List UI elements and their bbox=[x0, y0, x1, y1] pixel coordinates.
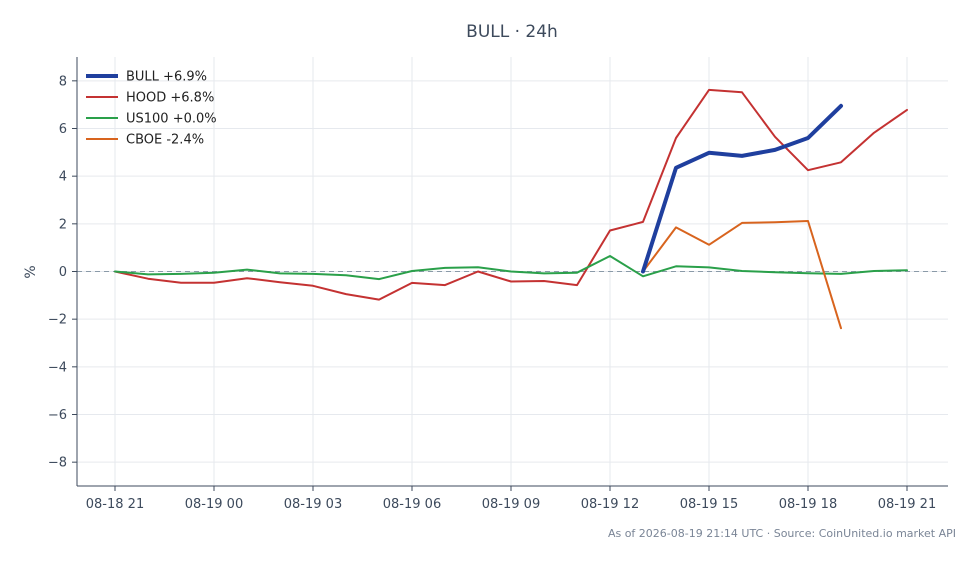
series-layer bbox=[114, 88, 908, 330]
y-tick-label: 4 bbox=[59, 170, 67, 185]
y-tick-layer: −8 −6 −4 −2 0 2 4 6 8 bbox=[48, 74, 77, 471]
y-tick-label: −4 bbox=[48, 360, 67, 375]
legend-label: BULL +6.9% bbox=[126, 70, 207, 85]
x-tick-label: 08-19 18 bbox=[779, 497, 837, 512]
x-tick-label: 08-18 21 bbox=[86, 497, 144, 512]
x-tick-label: 08-19 15 bbox=[680, 497, 738, 512]
x-tick-label: 08-19 12 bbox=[581, 497, 639, 512]
y-tick-label: −8 bbox=[48, 456, 67, 471]
x-tick-label: 08-19 00 bbox=[185, 497, 243, 512]
y-tick-label: 2 bbox=[59, 217, 67, 232]
chart-title: BULL · 24h bbox=[466, 22, 558, 42]
y-tick-label: 6 bbox=[59, 122, 67, 137]
legend-label: US100 +0.0% bbox=[126, 112, 217, 127]
x-tick-label: 08-19 09 bbox=[482, 497, 540, 512]
x-tick-label: 08-19 06 bbox=[383, 497, 441, 512]
legend: BULL +6.9% HOOD +6.8% US100 +0.0% CBOE -2.4… bbox=[86, 70, 217, 148]
y-tick-label: 8 bbox=[59, 74, 67, 89]
series-line-0 bbox=[641, 103, 843, 274]
y-tick-label: 0 bbox=[59, 265, 67, 280]
series-line-1 bbox=[114, 88, 908, 301]
y-tick-label: −2 bbox=[48, 313, 67, 328]
y-tick-label: −6 bbox=[48, 408, 67, 423]
legend-label: CBOE -2.4% bbox=[126, 133, 204, 148]
x-tick-label: 08-19 03 bbox=[284, 497, 342, 512]
x-tick-label: 08-19 21 bbox=[878, 497, 936, 512]
y-axis-label: % bbox=[23, 265, 39, 278]
footer-source: As of 2026-08-19 21:14 UTC · Source: Coi… bbox=[608, 527, 956, 540]
series-line-2 bbox=[114, 255, 908, 281]
x-tick-layer: 08-18 21 08-19 00 08-19 03 08-19 06 08-19 09… bbox=[86, 486, 936, 512]
legend-label: HOOD +6.8% bbox=[126, 91, 214, 106]
series-line-3 bbox=[642, 220, 842, 330]
